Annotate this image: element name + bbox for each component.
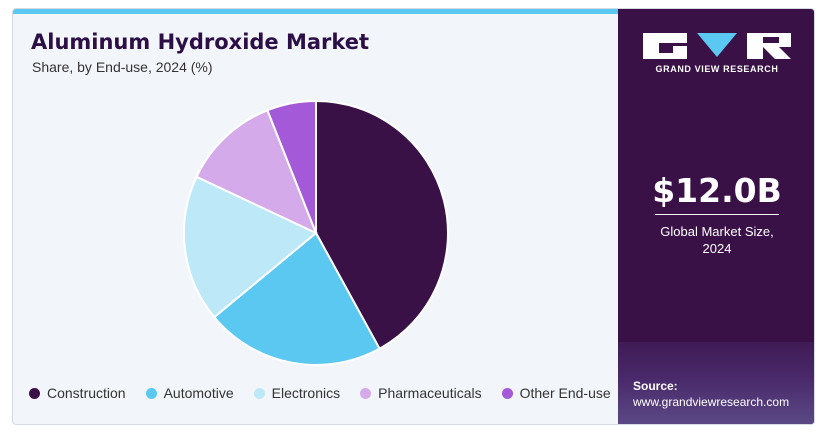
legend-label-pharmaceuticals: Pharmaceuticals <box>378 385 482 401</box>
legend-swatch-construction <box>29 387 40 399</box>
pie-slice-electronics <box>183 175 318 319</box>
legend-swatch-automotive <box>145 387 157 399</box>
pie-chart <box>183 99 449 366</box>
legend-swatch-other-end-use <box>501 387 513 399</box>
market-size-label-line2: 2024 <box>702 241 732 256</box>
legend-label-construction: Construction <box>47 385 126 401</box>
gvr-logo-icon <box>643 33 791 59</box>
legend-item-electronics: Electronics <box>253 385 341 401</box>
brand-sidebar: GRAND VIEW RESEARCH $12.0B Global Market… <box>618 9 814 424</box>
brand-name: GRAND VIEW RESEARCH <box>655 64 779 74</box>
legend-item-pharmaceuticals: Pharmaceuticals <box>360 385 482 401</box>
legend-item-construction: Construction <box>29 385 126 401</box>
pie-slice-construction <box>315 99 449 351</box>
infographic-card: Aluminum Hydroxide Market Share, by End-… <box>12 8 815 425</box>
market-size-divider <box>655 214 779 215</box>
legend-item-other-end-use: Other End-use <box>501 385 611 401</box>
legend-label-electronics: Electronics <box>271 385 341 401</box>
market-size-label: Global Market Size, 2024 <box>618 223 814 257</box>
source-url: www.grandviewresearch.com <box>633 395 790 409</box>
pie-slice-pharmaceuticals <box>195 108 318 235</box>
chart-subtitle: Share, by End-use, 2024 (%) <box>32 59 213 75</box>
market-size-label-line1: Global Market Size, <box>660 224 774 239</box>
sidebar-bottom-band <box>618 342 814 424</box>
legend-label-automotive: Automotive <box>163 385 234 401</box>
legend-swatch-pharmaceuticals <box>360 387 372 399</box>
market-size-value: $12.0B <box>652 171 782 210</box>
pie-slice-automotive <box>212 231 381 366</box>
top-accent-bar <box>13 9 618 14</box>
chart-legend: Construction Automotive Electronics Pharmac… <box>29 385 611 401</box>
chart-title: Aluminum Hydroxide Market <box>31 30 370 54</box>
legend-item-automotive: Automotive <box>145 385 234 401</box>
legend-label-other-end-use: Other End-use <box>519 385 611 401</box>
legend-swatch-electronics <box>253 387 265 399</box>
source-label: Source: <box>633 379 678 393</box>
pie-slice-other-end-use <box>266 99 317 234</box>
